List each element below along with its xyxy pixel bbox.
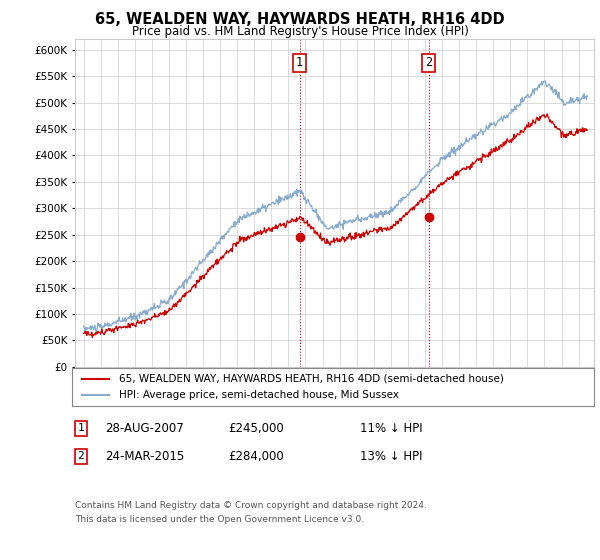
- Text: This data is licensed under the Open Government Licence v3.0.: This data is licensed under the Open Gov…: [75, 515, 364, 524]
- Text: Contains HM Land Registry data © Crown copyright and database right 2024.: Contains HM Land Registry data © Crown c…: [75, 501, 427, 510]
- Text: £245,000: £245,000: [228, 422, 284, 435]
- Text: £284,000: £284,000: [228, 450, 284, 463]
- Text: 13% ↓ HPI: 13% ↓ HPI: [360, 450, 422, 463]
- Text: 1: 1: [296, 57, 303, 69]
- Text: HPI: Average price, semi-detached house, Mid Sussex: HPI: Average price, semi-detached house,…: [119, 390, 399, 400]
- Text: 65, WEALDEN WAY, HAYWARDS HEATH, RH16 4DD: 65, WEALDEN WAY, HAYWARDS HEATH, RH16 4D…: [95, 12, 505, 27]
- Text: 65, WEALDEN WAY, HAYWARDS HEATH, RH16 4DD (semi-detached house): 65, WEALDEN WAY, HAYWARDS HEATH, RH16 4D…: [119, 374, 504, 384]
- Text: 24-MAR-2015: 24-MAR-2015: [105, 450, 184, 463]
- Text: Price paid vs. HM Land Registry's House Price Index (HPI): Price paid vs. HM Land Registry's House …: [131, 25, 469, 38]
- Text: 2: 2: [77, 451, 85, 461]
- Text: 11% ↓ HPI: 11% ↓ HPI: [360, 422, 422, 435]
- Text: 2: 2: [425, 57, 433, 69]
- Text: 28-AUG-2007: 28-AUG-2007: [105, 422, 184, 435]
- Text: 1: 1: [77, 423, 85, 433]
